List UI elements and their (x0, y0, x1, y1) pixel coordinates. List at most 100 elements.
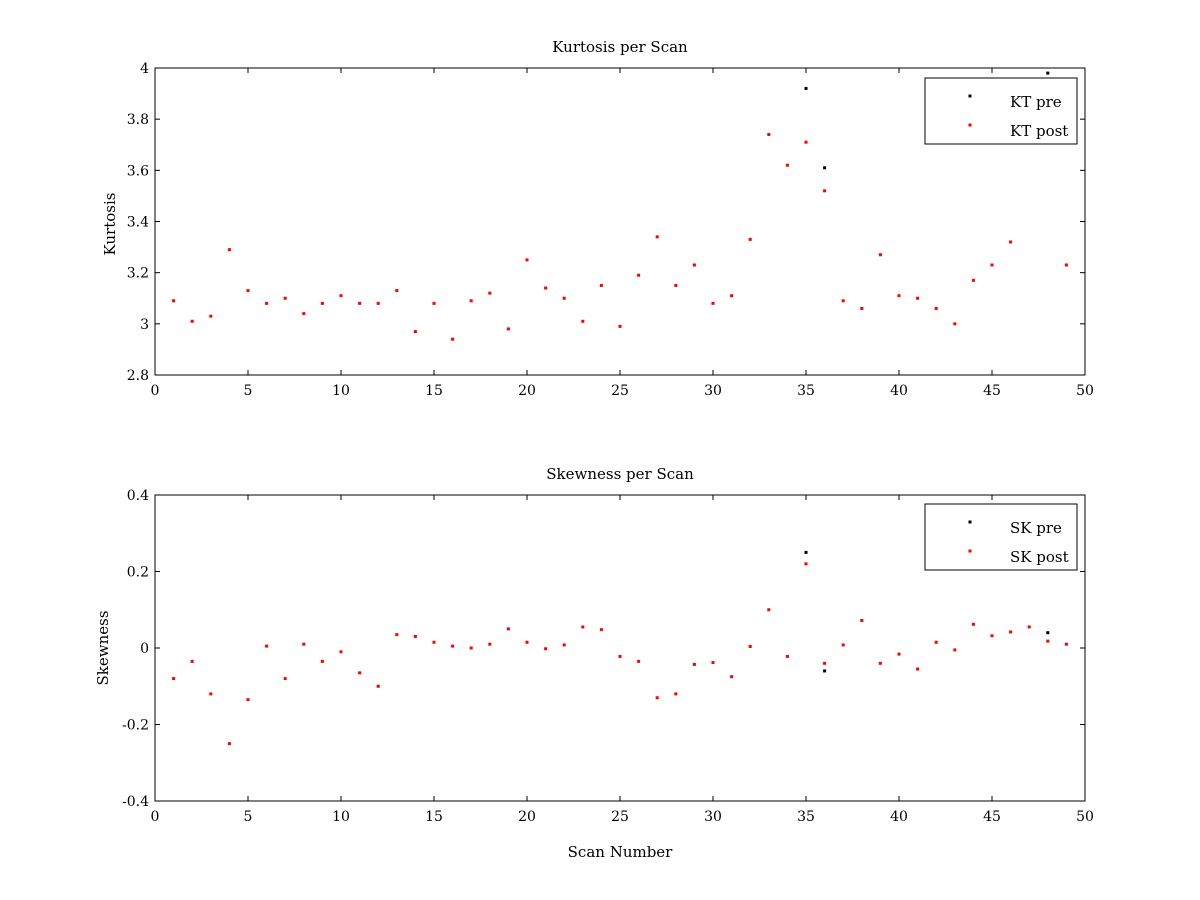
kurtosis-chart-title: Kurtosis per Scan (552, 38, 688, 56)
kurtosis-post-point (302, 312, 306, 316)
skewness-x-tick-label: 0 (151, 809, 160, 825)
skewness-post-point (767, 608, 771, 612)
kurtosis-x-tick-label: 0 (151, 383, 160, 399)
kurtosis-post-point (711, 301, 715, 305)
kurtosis-post-point (748, 237, 752, 241)
skewness-x-axis-label: Scan Number (568, 843, 674, 861)
skewness-data-points (172, 550, 1068, 746)
kurtosis-post-point (451, 337, 455, 341)
skewness-post-point (469, 646, 473, 650)
kurtosis-post-point (525, 258, 529, 262)
kurtosis-x-tick-label: 40 (890, 383, 908, 399)
skewness-post-point (934, 640, 938, 644)
kurtosis-post-point (172, 299, 176, 303)
kurtosis-y-tick-label: 3.2 (127, 266, 149, 282)
skewness-post-point (860, 618, 864, 622)
skewness-post-point (1009, 630, 1013, 634)
skewness-post-point (785, 654, 789, 658)
skewness-post-point (953, 648, 957, 652)
skewness-post-point (990, 634, 994, 638)
kurtosis-post-point (283, 296, 287, 300)
kurtosis-panel: Kurtosis per Scan Kurtosis 0 5 10 15 20 25 30 3… (101, 38, 1094, 399)
skewness-post-point (1064, 642, 1068, 646)
kurtosis-post-point (209, 314, 213, 318)
skewness-x-tick-label: 30 (704, 809, 722, 825)
skewness-x-tick-label: 15 (425, 809, 443, 825)
skewness-post-point (320, 659, 324, 663)
skewness-post-point (209, 692, 213, 696)
kurtosis-post-point (265, 301, 269, 305)
kurtosis-post-point (897, 294, 901, 298)
kurtosis-x-tick-label: 15 (425, 383, 443, 399)
skewness-y-tick-label: -0.2 (122, 718, 149, 734)
skewness-post-point (562, 643, 566, 647)
skewness-pre-point (1046, 631, 1050, 635)
kurtosis-post-point (823, 189, 827, 193)
skewness-post-point (599, 628, 603, 632)
skewness-post-point (1027, 625, 1031, 629)
kurtosis-post-point (599, 283, 603, 287)
kurtosis-post-point (413, 330, 417, 334)
skewness-y-axis-label: Skewness (94, 610, 112, 685)
kurtosis-y-tick-label: 3.8 (127, 112, 149, 128)
kurtosis-legend-marker-post (968, 123, 972, 127)
skewness-x-tick-label: 35 (797, 809, 815, 825)
skewness-post-point (655, 696, 659, 700)
kurtosis-y-tick-label: 4 (140, 61, 149, 77)
skewness-post-point (376, 684, 380, 688)
kurtosis-post-point (860, 306, 864, 310)
kurtosis-legend-label-pre: KT pre (1010, 93, 1062, 111)
kurtosis-post-point (432, 301, 436, 305)
skewness-chart-title: Skewness per Scan (546, 465, 694, 483)
skewness-post-point (488, 642, 492, 646)
skewness-post-point (506, 627, 510, 631)
skewness-post-point (878, 661, 882, 665)
skewness-legend: SK pre SK post (924, 503, 1078, 571)
skewness-post-point (897, 652, 901, 656)
kurtosis-post-point (674, 283, 678, 287)
skewness-pre-point (823, 669, 827, 673)
skewness-y-tick-label: 0 (140, 641, 149, 657)
kurtosis-post-point (785, 163, 789, 167)
skewness-post-point (413, 635, 417, 639)
kurtosis-legend-box (924, 77, 1078, 145)
skewness-legend-label-post: SK post (1010, 548, 1069, 566)
kurtosis-post-point (506, 327, 510, 331)
skewness-y-tick-label: 0.2 (127, 565, 149, 581)
kurtosis-post-point (804, 140, 808, 144)
skewness-post-point (283, 677, 287, 681)
kurtosis-y-axis-label: Kurtosis (101, 193, 119, 256)
skewness-post-point (1046, 639, 1050, 643)
skewness-post-point (804, 562, 808, 566)
kurtosis-pre-point (823, 166, 827, 170)
skewness-legend-box (924, 503, 1078, 571)
kurtosis-x-tick-label: 35 (797, 383, 815, 399)
kurtosis-y-tick-label: 3 (140, 317, 149, 333)
kurtosis-post-point (655, 235, 659, 239)
skewness-post-point (302, 642, 306, 646)
kurtosis-post-point (971, 278, 975, 282)
skewness-pre-point (804, 550, 808, 554)
skewness-post-point (692, 662, 696, 666)
skewness-post-point (674, 692, 678, 696)
kurtosis-legend-marker-pre (968, 94, 972, 98)
kurtosis-y-tick-label: 3.4 (127, 215, 149, 231)
kurtosis-post-point (246, 289, 250, 293)
kurtosis-post-point (469, 299, 473, 303)
skewness-post-point (748, 644, 752, 648)
kurtosis-post-point (916, 296, 920, 300)
kurtosis-post-point (190, 319, 194, 323)
kurtosis-x-tick-label: 50 (1076, 383, 1094, 399)
skewness-post-point (730, 675, 734, 679)
skewness-post-point (581, 625, 585, 629)
skewness-y-tick-label: -0.4 (122, 794, 149, 810)
kurtosis-post-point (618, 324, 622, 328)
skewness-post-point (451, 644, 455, 648)
skewness-x-tick-label: 45 (983, 809, 1001, 825)
kurtosis-post-point (953, 322, 957, 326)
kurtosis-post-point (990, 263, 994, 267)
skewness-x-tick-label: 40 (890, 809, 908, 825)
skewness-post-point (841, 643, 845, 647)
kurtosis-post-point (767, 133, 771, 137)
